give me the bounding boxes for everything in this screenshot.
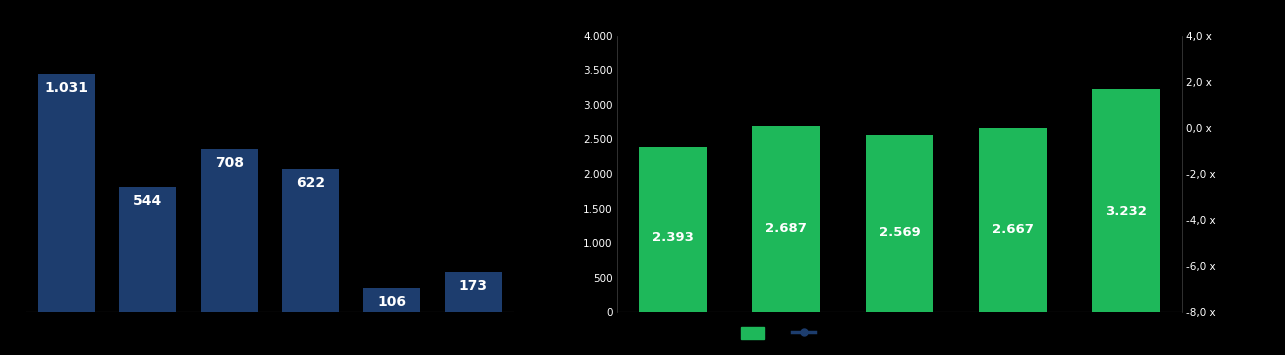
Bar — [200, 149, 257, 312]
Bar — [640, 147, 707, 312]
Text: 622: 622 — [296, 176, 325, 190]
Text: 3.232: 3.232 — [1105, 205, 1146, 218]
Text: 2.569: 2.569 — [879, 226, 920, 239]
Text: 1.031: 1.031 — [45, 81, 89, 95]
Legend: , : , — [736, 322, 830, 345]
Bar — [39, 75, 95, 312]
Text: 2.667: 2.667 — [992, 223, 1033, 236]
Bar — [445, 273, 501, 312]
Text: 544: 544 — [134, 194, 162, 208]
Bar — [1092, 89, 1159, 312]
Text: 106: 106 — [378, 295, 406, 309]
Text: 2.687: 2.687 — [766, 222, 807, 235]
Bar — [281, 169, 339, 312]
Text: 708: 708 — [215, 156, 244, 170]
Bar — [120, 187, 176, 312]
Bar — [364, 288, 420, 312]
Text: 2.393: 2.393 — [653, 231, 694, 244]
Text: 173: 173 — [459, 279, 488, 293]
Bar — [753, 126, 820, 312]
Bar — [979, 128, 1046, 312]
Bar — [866, 135, 933, 312]
